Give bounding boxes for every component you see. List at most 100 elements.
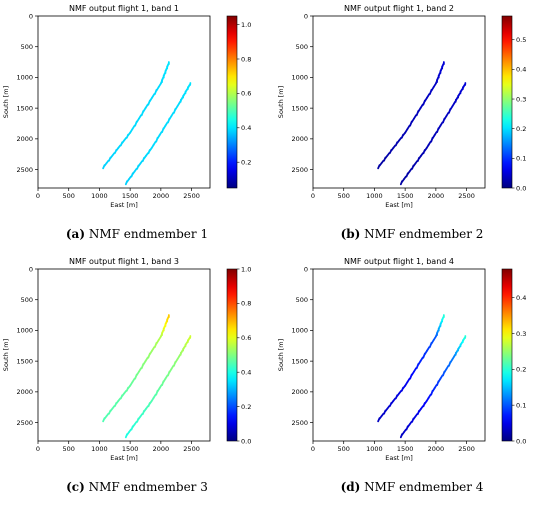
data-point bbox=[386, 152, 391, 157]
data-point bbox=[151, 346, 156, 352]
data-point bbox=[133, 167, 138, 173]
x-tick-label: 0 bbox=[311, 445, 315, 453]
data-point bbox=[123, 389, 128, 395]
data-point bbox=[403, 428, 407, 434]
data-point bbox=[105, 159, 110, 165]
colorbar-tick-label: 0.1 bbox=[516, 401, 526, 409]
caption-letter: (c) bbox=[66, 480, 85, 494]
x-tick-label: 1000 bbox=[366, 445, 383, 453]
data-point bbox=[138, 114, 143, 120]
colorbar-tick-label: 0.4 bbox=[516, 66, 526, 74]
data-point bbox=[406, 124, 411, 131]
x-tick-label: 2500 bbox=[183, 445, 200, 453]
colorbar-tick-label: 0.0 bbox=[516, 437, 526, 445]
data-point bbox=[105, 412, 110, 418]
data-point bbox=[128, 428, 132, 434]
data-point bbox=[433, 131, 438, 137]
chart-title: NMF output flight 1, band 3 bbox=[69, 257, 179, 266]
data-point bbox=[170, 111, 175, 117]
caption-letter: (b) bbox=[341, 227, 361, 241]
data-point bbox=[139, 413, 144, 418]
data-point bbox=[117, 144, 122, 149]
y-tick-label: 2000 bbox=[16, 388, 33, 396]
x-tick-label: 1500 bbox=[397, 445, 414, 453]
colorbar bbox=[226, 268, 238, 442]
y-tick-label: 500 bbox=[296, 43, 308, 51]
chart-panel-1: NMF output flight 1, band 1 0 500 1000 1500 2… bbox=[2, 4, 251, 241]
x-tick-label: 500 bbox=[338, 192, 350, 200]
caption-text: NMF endmember 2 bbox=[360, 227, 483, 241]
data-point bbox=[445, 111, 450, 117]
y-tick-label: 2000 bbox=[291, 135, 308, 143]
colorbar-tick-label: 0.4 bbox=[241, 124, 251, 132]
data-point bbox=[427, 140, 432, 146]
y-tick-label: 1500 bbox=[16, 104, 33, 112]
y-tick-label: 2500 bbox=[291, 166, 308, 174]
x-axis-label: East [m] bbox=[110, 454, 138, 462]
colorbar-tick-label: 0.2 bbox=[241, 159, 251, 167]
data-point bbox=[420, 405, 424, 410]
data-point bbox=[398, 136, 403, 142]
data-series-2 bbox=[124, 335, 192, 439]
colorbar-tick-label: 0.4 bbox=[516, 294, 526, 302]
y-axis-label: South [m] bbox=[2, 86, 10, 118]
y-tick-label: 1000 bbox=[16, 327, 33, 335]
chart-title: NMF output flight 1, band 4 bbox=[344, 257, 454, 266]
plot-area bbox=[312, 15, 486, 189]
x-axis-label: East [m] bbox=[110, 201, 138, 209]
colorbar bbox=[501, 268, 513, 442]
data-point bbox=[433, 384, 438, 390]
y-tick-label: 500 bbox=[296, 296, 308, 304]
panel-caption: (a) NMF endmember 1 bbox=[66, 227, 208, 241]
data-point bbox=[164, 374, 169, 380]
x-tick-label: 1500 bbox=[122, 445, 139, 453]
data-point bbox=[151, 93, 156, 99]
data-point bbox=[380, 412, 385, 418]
data-point bbox=[380, 159, 385, 165]
data-series-1 bbox=[102, 314, 170, 423]
data-point bbox=[123, 136, 128, 142]
colorbar-tick-label: 0.1 bbox=[516, 155, 526, 163]
y-tick-label: 500 bbox=[21, 43, 33, 51]
y-tick-label: 2500 bbox=[16, 419, 33, 427]
x-tick-label: 2500 bbox=[458, 192, 475, 200]
colorbar-tick-label: 0.4 bbox=[241, 369, 251, 377]
data-point bbox=[152, 393, 157, 399]
colorbar-tick-label: 1.0 bbox=[241, 21, 251, 29]
y-tick-label: 2000 bbox=[16, 135, 33, 143]
data-point bbox=[144, 103, 149, 110]
data-point bbox=[386, 405, 391, 410]
data-point bbox=[439, 121, 444, 127]
x-tick-label: 2500 bbox=[458, 445, 475, 453]
y-axis-label: South [m] bbox=[277, 86, 285, 118]
data-point bbox=[139, 160, 144, 165]
data-point bbox=[138, 367, 143, 373]
y-tick-label: 1500 bbox=[16, 357, 33, 365]
data-point bbox=[445, 364, 450, 370]
data-point bbox=[427, 393, 432, 399]
colorbar-tick-label: 0.2 bbox=[241, 403, 251, 411]
caption-letter: (a) bbox=[66, 227, 85, 241]
data-series-2 bbox=[124, 82, 192, 186]
x-tick-label: 2000 bbox=[153, 445, 170, 453]
x-tick-label: 500 bbox=[63, 445, 75, 453]
panel-caption: (c) NMF endmember 3 bbox=[66, 480, 208, 494]
data-point bbox=[170, 364, 175, 370]
data-point bbox=[131, 377, 136, 384]
y-tick-label: 2500 bbox=[291, 419, 308, 427]
plot-area bbox=[312, 268, 486, 442]
chart-title: NMF output flight 1, band 1 bbox=[69, 4, 179, 13]
data-point bbox=[403, 175, 407, 181]
data-point bbox=[420, 152, 424, 157]
data-point bbox=[131, 124, 136, 131]
y-tick-label: 0 bbox=[29, 265, 33, 273]
data-point bbox=[439, 374, 444, 380]
data-point bbox=[426, 346, 431, 352]
data-point bbox=[413, 367, 418, 373]
data-point bbox=[152, 140, 157, 146]
panel-caption: (b) NMF endmember 2 bbox=[341, 227, 484, 241]
data-point bbox=[419, 103, 424, 110]
x-tick-label: 2000 bbox=[428, 192, 445, 200]
y-tick-label: 1000 bbox=[16, 74, 33, 82]
